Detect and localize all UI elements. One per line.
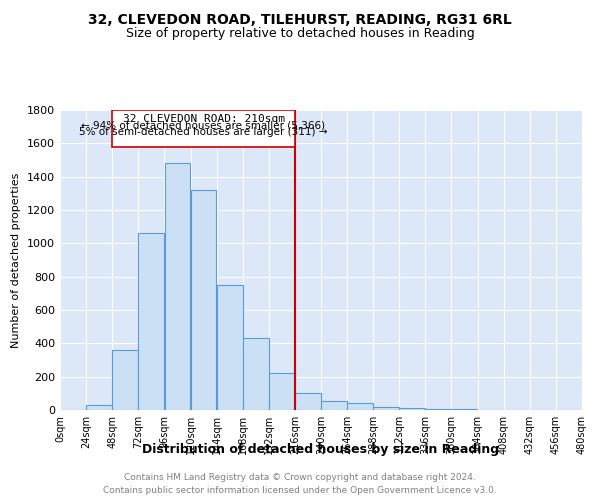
- Bar: [112, 110, 295, 146]
- Bar: [112, 350, 138, 410]
- Bar: [425, 409, 451, 410]
- Text: Size of property relative to detached houses in Reading: Size of property relative to detached ho…: [125, 28, 475, 40]
- Bar: [452, 409, 478, 410]
- Text: Contains public sector information licensed under the Open Government Licence v3: Contains public sector information licen…: [103, 486, 497, 495]
- Text: 5% of semi-detached houses are larger (311) →: 5% of semi-detached houses are larger (3…: [79, 126, 328, 136]
- Bar: [217, 285, 242, 410]
- Bar: [295, 394, 321, 410]
- Bar: [164, 164, 190, 410]
- Bar: [400, 408, 425, 410]
- Y-axis label: Number of detached properties: Number of detached properties: [11, 172, 22, 348]
- Text: Contains HM Land Registry data © Crown copyright and database right 2024.: Contains HM Land Registry data © Crown c…: [124, 472, 476, 482]
- Text: Distribution of detached houses by size in Reading: Distribution of detached houses by size …: [142, 442, 500, 456]
- Bar: [191, 190, 217, 410]
- Bar: [269, 374, 295, 410]
- Bar: [373, 406, 399, 410]
- Bar: [321, 401, 347, 410]
- Text: 32, CLEVEDON ROAD, TILEHURST, READING, RG31 6RL: 32, CLEVEDON ROAD, TILEHURST, READING, R…: [88, 12, 512, 26]
- Bar: [139, 234, 164, 410]
- Text: 32 CLEVEDON ROAD: 210sqm: 32 CLEVEDON ROAD: 210sqm: [122, 114, 284, 124]
- Bar: [86, 405, 112, 410]
- Text: ← 94% of detached houses are smaller (5,366): ← 94% of detached houses are smaller (5,…: [82, 121, 326, 131]
- Bar: [347, 404, 373, 410]
- Bar: [243, 338, 269, 410]
